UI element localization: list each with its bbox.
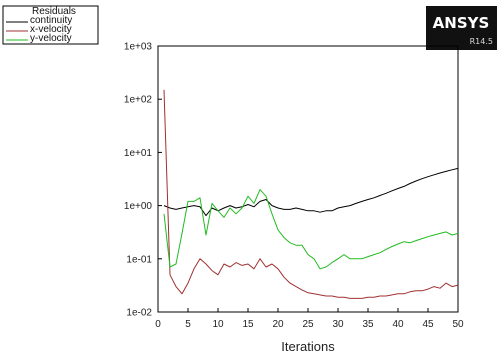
x-tick-label: 10 bbox=[212, 319, 224, 330]
x-tick-label: 35 bbox=[362, 319, 374, 330]
x-tick-label: 30 bbox=[332, 319, 344, 330]
x-tick-label: 50 bbox=[452, 319, 464, 330]
y-tick-label: 1e-02 bbox=[126, 308, 152, 319]
legend-label-x-velocity: x-velocity bbox=[30, 24, 72, 35]
y-tick-label: 1e+03 bbox=[124, 42, 153, 53]
legend-box bbox=[2, 5, 99, 45]
x-axis: 0 5 10 15 20 25 30 35 40 45 50 bbox=[155, 308, 464, 330]
ansys-logo: ANSYS R14.5 bbox=[426, 6, 497, 50]
legend-label-continuity: continuity bbox=[30, 15, 72, 26]
y-tick-label: 1e+02 bbox=[124, 95, 153, 106]
y-tick-label: 1e+01 bbox=[124, 148, 153, 159]
series-line-continuity bbox=[163, 167, 459, 217]
plot-frame bbox=[157, 45, 459, 313]
logo-name: ANSYS bbox=[433, 14, 490, 32]
series-layer bbox=[163, 89, 459, 299]
y-axis: 1e-02 1e-01 1e+00 1e+01 1e+02 1e+03 bbox=[124, 42, 162, 319]
logo-version: R14.5 bbox=[470, 37, 493, 46]
x-axis-title: Iterations bbox=[281, 339, 335, 354]
y-tick-label: 1e+00 bbox=[124, 201, 153, 212]
series-line-x-velocity bbox=[163, 89, 459, 299]
x-tick-label: 25 bbox=[302, 319, 314, 330]
x-tick-label: 15 bbox=[242, 319, 254, 330]
series-line-y-velocity bbox=[163, 189, 459, 270]
legend-title: Residuals bbox=[32, 6, 76, 17]
logo-background bbox=[426, 6, 497, 50]
x-tick-label: 0 bbox=[155, 319, 161, 330]
x-tick-label: 5 bbox=[185, 319, 191, 330]
legend-label-y-velocity: y-velocity bbox=[30, 33, 72, 44]
x-tick-label: 40 bbox=[392, 319, 404, 330]
x-tick-label: 45 bbox=[422, 319, 434, 330]
y-tick-label: 1e-01 bbox=[126, 254, 152, 265]
legend: Residuals continuity x-velocity y-veloci… bbox=[2, 5, 99, 45]
x-tick-label: 20 bbox=[272, 319, 284, 330]
